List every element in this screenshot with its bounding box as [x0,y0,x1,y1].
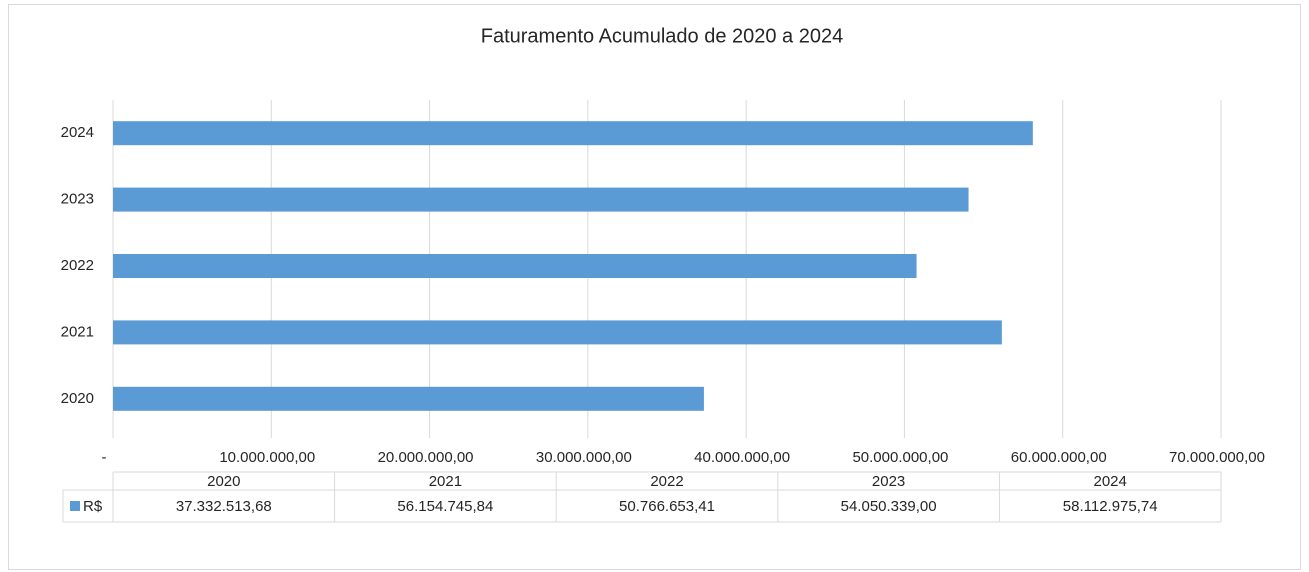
bar [113,187,969,212]
table-header: 2022 [650,473,683,490]
table-header: 2021 [429,473,462,490]
chart-area [8,4,1301,570]
x-tick-label: 70.000.000,00 [1169,449,1265,466]
x-tick-label: 40.000.000,00 [694,449,790,466]
bar [113,320,1002,345]
bar [113,386,704,411]
x-tick-label: 30.000.000,00 [536,449,632,466]
table-value: 56.154.745,84 [397,498,493,515]
table-header: 2024 [1094,473,1127,490]
x-tick-label: 10.000.000,00 [219,449,315,466]
y-tick-label: 2020 [61,390,94,407]
legend-swatch [70,501,80,511]
x-tick-label: 60.000.000,00 [1011,449,1107,466]
table-value: 58.112.975,74 [1063,498,1158,515]
bar [113,254,917,278]
table-value: 54.050.339,00 [841,498,937,515]
chart-title: Faturamento Acumulado de 2020 a 2024 [481,25,843,47]
x-tick-label: 50.000.000,00 [852,449,948,466]
table-value: 50.766.653,41 [619,498,715,515]
legend-label: R$ [83,498,103,515]
x-tick-label: 20.000.000,00 [378,449,474,466]
y-tick-label: 2022 [61,257,94,274]
y-tick-label: 2023 [61,191,94,208]
y-tick-label: 2021 [61,323,94,340]
x-tick-label: - [102,449,107,466]
table-header: 2023 [872,473,905,490]
table-header: 2020 [207,473,240,490]
bar [113,121,1033,146]
y-tick-label: 2024 [61,124,94,141]
table-value: 37.332.513,68 [176,498,272,515]
